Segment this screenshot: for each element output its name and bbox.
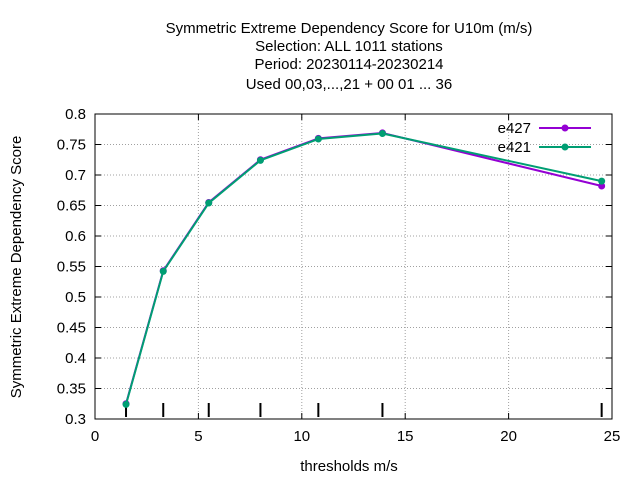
legend: e427 e421 [498, 120, 591, 156]
legend-label-e421: e421 [498, 139, 531, 156]
y-tick-label: 0.4 [65, 350, 86, 367]
y-tick-label: 0.75 [57, 137, 86, 154]
x-tick-label: 25 [604, 428, 621, 445]
chart-title-line-4: Used 00,03,...,21 + 00 01 ... 36 [246, 76, 452, 93]
y-tick-label: 0.6 [65, 228, 86, 245]
y-tick-label: 0.5 [65, 289, 86, 306]
y-axis-label: Symmetric Extreme Dependency Score [8, 136, 25, 399]
data-point-e421 [159, 267, 167, 275]
x-tick-label: 0 [91, 428, 99, 445]
y-tick-label: 0.45 [57, 320, 86, 337]
x-tick-label: 15 [397, 428, 414, 445]
y-tick-label: 0.3 [65, 411, 86, 428]
chart-title-line-2: Selection: ALL 1011 stations [255, 38, 443, 55]
y-tick-label: 0.7 [65, 167, 86, 184]
y-tick-label: 0.35 [57, 381, 86, 398]
x-tick-label: 10 [293, 428, 310, 445]
x-axis-label: thresholds m/s [300, 458, 398, 475]
x-tick-label: 5 [194, 428, 202, 445]
chart-title-line-1: Symmetric Extreme Dependency Score for U… [166, 20, 533, 37]
axis-ticks: 0 5 10 15 20 25 0.3 0.35 0.4 0.45 0.5 0.55 0.6 0.65 0.… [57, 106, 621, 445]
data-point-e421 [256, 156, 264, 164]
y-tick-label: 0.55 [57, 259, 86, 276]
data-point-e421 [205, 199, 213, 207]
legend-marker-e421 [561, 143, 569, 151]
data-point-e421 [378, 130, 386, 138]
grid [95, 114, 612, 419]
y-tick-label: 0.65 [57, 198, 86, 215]
legend-label-e427: e427 [498, 120, 531, 137]
chart-title-line-3: Period: 20230114-20230214 [254, 56, 443, 73]
data-point-e421 [314, 135, 322, 143]
data-point-e421 [122, 400, 130, 408]
x-tick-label: 20 [500, 428, 517, 445]
series-e421 [122, 130, 606, 408]
series-layer [122, 129, 606, 408]
legend-marker-e427 [561, 124, 569, 132]
y-tick-label: 0.8 [65, 106, 86, 123]
data-point-e421 [598, 177, 606, 185]
data-point-e427 [598, 182, 606, 190]
